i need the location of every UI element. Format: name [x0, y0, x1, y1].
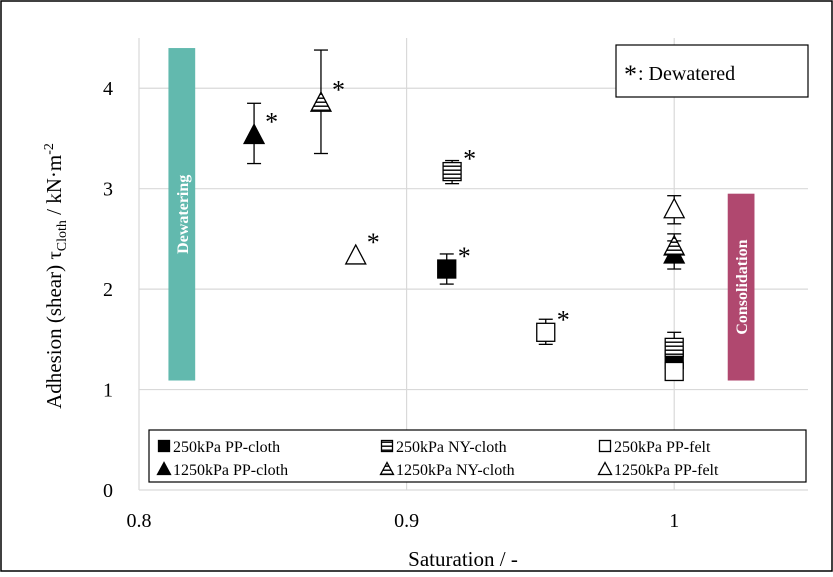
legend-label: 1250kPa NY-cloth [396, 462, 515, 479]
marker-square [442, 161, 462, 182]
legend-box [148, 429, 807, 483]
y-tick-label: 3 [103, 179, 113, 201]
annotation-regions: Dewatering Consolidation [168, 48, 755, 381]
marker-square [664, 337, 684, 358]
annotation-star: * [624, 60, 637, 89]
legend-label: 250kPa PP-cloth [173, 439, 280, 456]
marker-triangle [156, 461, 172, 476]
legend-item: 1250kPa PP-felt [597, 461, 719, 479]
region-band [727, 193, 755, 381]
axes: 0 1 2 3 4 0.8 0.9 1 [103, 38, 808, 532]
marker-square [437, 259, 457, 279]
marker-square [157, 439, 171, 453]
x-tick-label: 0.9 [394, 510, 419, 532]
legend-label: 250kPa NY-cloth [396, 439, 507, 456]
legend-item: 1250kPa PP-cloth [156, 461, 288, 479]
series-group: * [344, 195, 686, 265]
y-axis-title-unit: / kN·m [42, 155, 66, 220]
region-band [168, 48, 196, 381]
legend-item: 250kPa PP-felt [598, 439, 711, 456]
marker-triangle [663, 197, 686, 219]
legend-label: 1250kPa PP-felt [614, 462, 719, 479]
marker-triangle [309, 90, 333, 112]
annotation-text: : Dewatered [638, 63, 735, 85]
marker-square [664, 361, 684, 382]
series-group: * [536, 305, 684, 382]
marker-square [536, 322, 556, 342]
marker-triangle [379, 461, 395, 476]
data-marks: * * * * * * [242, 49, 686, 382]
y-axis-title-sub: Cloth [55, 220, 70, 251]
x-tick-label: 1 [669, 510, 679, 532]
legend-label: 250kPa PP-felt [614, 439, 711, 456]
y-axis-title: Adhesion (shear) τCloth / kN·m-2 [42, 143, 70, 409]
marker-square [380, 439, 394, 453]
legend-item: 250kPa PP-cloth [157, 439, 280, 456]
y-tick-label: 1 [103, 380, 113, 402]
dewatered-star: * [458, 242, 471, 271]
region-label: Dewatering [175, 175, 192, 254]
series-group: * [442, 145, 684, 361]
marker-square [598, 439, 612, 453]
region-label: Consolidation [734, 239, 751, 334]
dewatered-star: * [463, 145, 476, 174]
legend-item: 250kPa NY-cloth [380, 439, 507, 456]
y-tick-label: 4 [103, 78, 113, 100]
legend-item: 1250kPa NY-cloth [379, 461, 515, 479]
y-tick-label: 2 [103, 279, 113, 301]
legend-label: 1250kPa PP-cloth [173, 462, 288, 479]
marker-triangle [663, 234, 686, 256]
y-axis-title-sup: -2 [42, 143, 57, 155]
marker-triangle [242, 123, 266, 145]
x-axis-title: Saturation / - [408, 547, 518, 571]
dewatered-star: * [367, 228, 380, 257]
series-group: * [309, 49, 686, 260]
dewatered-star: * [332, 75, 345, 104]
y-axis-title-main: Adhesion (shear) τ [42, 251, 66, 409]
x-tick-label: 0.8 [127, 510, 152, 532]
dewatered-star: * [265, 107, 278, 136]
legend: 250kPa PP-cloth 250kPa NY-cloth 250kPa PP-… [148, 429, 807, 483]
y-tick-label: 0 [103, 480, 113, 502]
marker-triangle [597, 461, 613, 476]
marker-triangle [344, 243, 367, 265]
dewatered-star: * [557, 305, 570, 334]
dewatered-annotation-box: * : Dewatered [615, 44, 809, 98]
